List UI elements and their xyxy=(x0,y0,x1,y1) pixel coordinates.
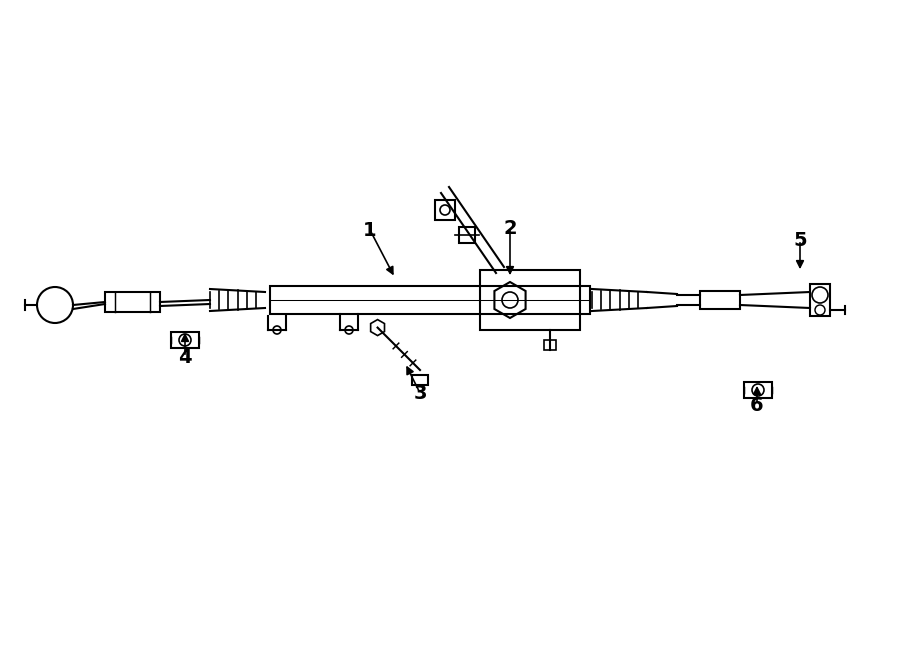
Bar xyxy=(270,286,590,314)
Bar xyxy=(810,284,830,316)
Bar xyxy=(435,200,455,220)
Text: 2: 2 xyxy=(503,219,517,238)
Bar xyxy=(459,227,475,243)
Bar xyxy=(544,340,556,350)
Text: 4: 4 xyxy=(178,348,192,367)
Text: 5: 5 xyxy=(793,231,806,250)
Bar xyxy=(105,292,160,312)
Text: 6: 6 xyxy=(751,396,764,415)
Bar xyxy=(171,332,199,348)
Bar xyxy=(744,382,772,398)
Text: 1: 1 xyxy=(364,221,377,240)
Text: 3: 3 xyxy=(413,384,427,403)
Bar xyxy=(480,270,580,330)
Bar xyxy=(412,375,428,385)
Bar xyxy=(700,291,740,309)
